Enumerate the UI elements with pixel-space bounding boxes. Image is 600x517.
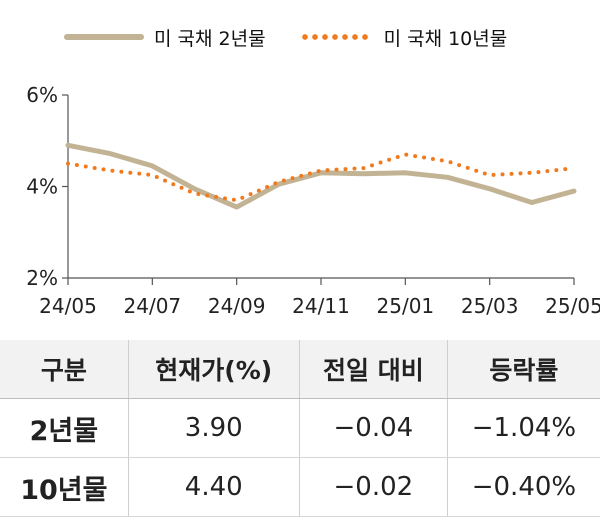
header-rate: 등락률 <box>447 340 600 399</box>
cell-current: 3.90 <box>128 399 299 458</box>
table-header-row: 구분 현재가(%) 전일 대비 등락률 <box>0 340 600 399</box>
table-row: 2년물 3.90 −0.04 −1.04% <box>0 399 600 458</box>
cell-current: 4.40 <box>128 458 299 517</box>
x-tick-label: 25/03 <box>461 294 519 318</box>
x-tick-label: 24/05 <box>39 294 97 318</box>
table-row: 10년물 4.40 −0.02 −0.40% <box>0 458 600 517</box>
x-tick-label: 25/05 <box>545 294 600 318</box>
header-change: 전일 대비 <box>299 340 447 399</box>
yield-line-chart: 2% 4% 6% 24/05 24/07 24/09 24/11 25/01 25/03 25/0… <box>0 0 600 330</box>
y-tick-label: 4% <box>26 175 58 199</box>
x-tick-label: 24/11 <box>292 294 350 318</box>
yield-summary-table: 구분 현재가(%) 전일 대비 등락률 2년물 3.90 −0.04 −1.04… <box>0 340 600 517</box>
x-tick-label: 25/01 <box>377 294 435 318</box>
cell-change: −0.04 <box>299 399 447 458</box>
row-label: 2년물 <box>0 399 128 458</box>
y-tick-label: 2% <box>26 266 58 290</box>
x-tick-label: 24/07 <box>124 294 182 318</box>
cell-change: −0.02 <box>299 458 447 517</box>
y-tick-label: 6% <box>26 83 58 107</box>
header-category: 구분 <box>0 340 128 399</box>
cell-rate: −1.04% <box>447 399 600 458</box>
row-label: 10년물 <box>0 458 128 517</box>
x-tick-label: 24/09 <box>208 294 266 318</box>
header-current: 현재가(%) <box>128 340 299 399</box>
series-line-2y <box>68 145 574 207</box>
cell-rate: −0.40% <box>447 458 600 517</box>
